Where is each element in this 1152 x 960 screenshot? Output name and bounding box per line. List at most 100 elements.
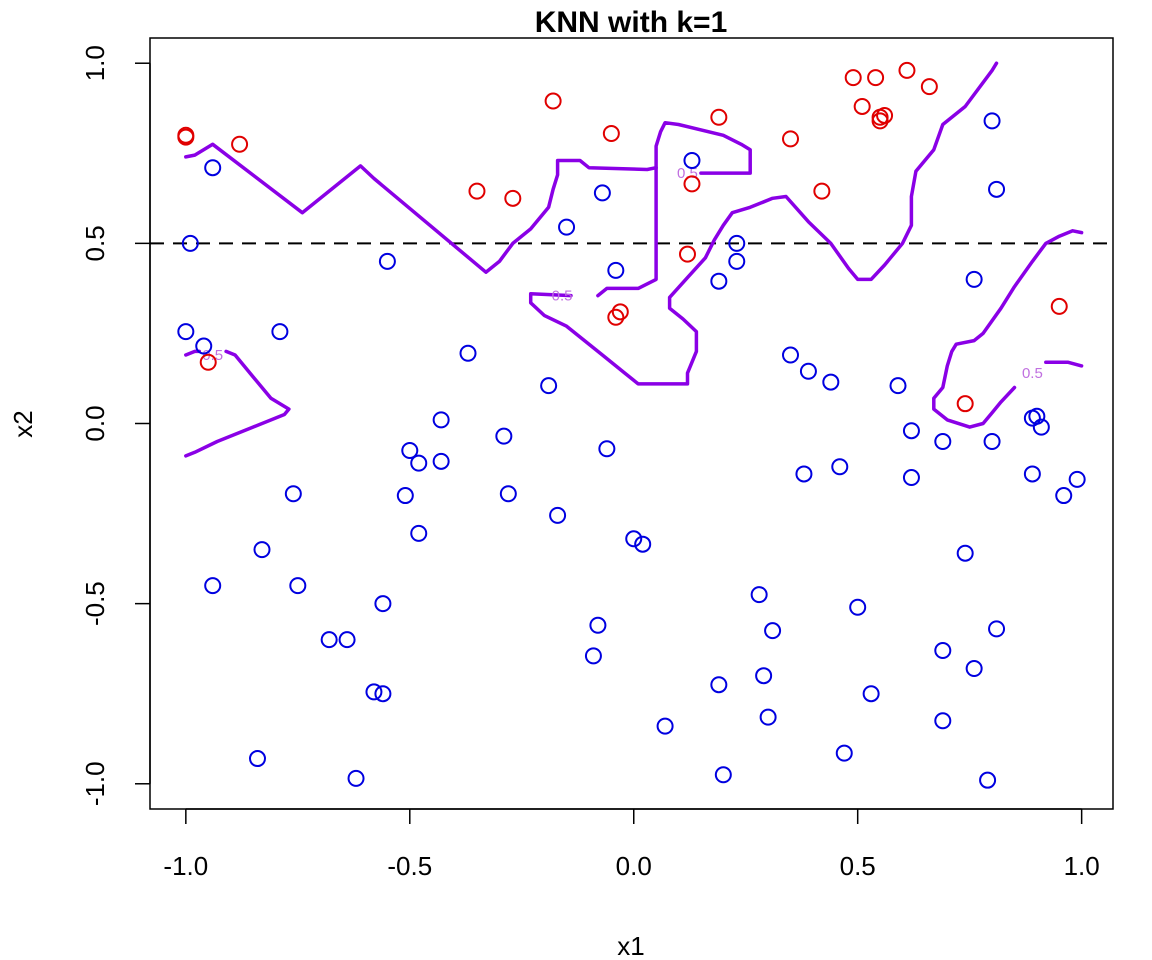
red-point [920,78,938,96]
blue-point [495,427,513,445]
boundary-segment [1044,360,1084,368]
blue-point [934,641,952,659]
red-point [710,108,728,126]
blue-point [728,252,746,270]
y-tick-label: 0.0 [80,405,110,441]
blue-point [338,631,356,649]
x-axis-label: x1 [617,931,644,960]
x-tick-label: -1.0 [163,851,208,881]
blue-point [728,234,746,252]
red-point [782,130,800,148]
red-point [602,124,620,142]
blue-point [374,685,392,703]
blue-point [204,159,222,177]
blue-point [549,506,567,524]
blue-point [759,708,777,726]
blue-point [410,524,428,542]
y-tick-label: 1.0 [80,45,110,81]
blue-point [634,535,652,553]
boundary-segment [184,142,658,274]
blue-point [289,577,307,595]
red-point [678,245,696,263]
blue-point [607,261,625,279]
blue-point [396,487,414,505]
blue-point [750,586,768,604]
red-point [683,175,701,193]
blue-point [365,683,383,701]
blue-point [889,377,907,395]
blue-point [795,465,813,483]
y-tick-label: 0.5 [80,225,110,261]
contour-label: 0.5 [1022,365,1043,382]
blue-point [625,530,643,548]
red-point [544,92,562,110]
red-point [853,97,871,115]
blue-point [934,712,952,730]
red-point [231,135,249,153]
blue-point [1055,487,1073,505]
red-point [898,61,916,79]
x-tick-label: 1.0 [1064,851,1100,881]
blue-point [782,346,800,364]
red-point [844,69,862,87]
blue-point [181,234,199,252]
blue-point [831,458,849,476]
blue-point [589,616,607,634]
blue-point [204,577,222,595]
blue-point [862,685,880,703]
blue-point [983,433,1001,451]
red-point [813,182,831,200]
x-axis: -1.0 -0.5 0.0 0.5 1.0 [163,808,1100,881]
blue-point [177,323,195,341]
blue-point [320,631,338,649]
blue-point [374,595,392,613]
blue-point [284,485,302,503]
red-point [504,189,522,207]
y-axis: -1.0 -0.5 0.0 0.5 1.0 [80,45,151,806]
blue-point [253,541,271,559]
blue-point [965,659,983,677]
red-point [199,353,217,371]
blue-point [710,272,728,290]
blue-point [683,151,701,169]
blue-point [540,377,558,395]
red-point [468,182,486,200]
blue-point [347,769,365,787]
blue-point [710,676,728,694]
blue-point [902,422,920,440]
blue-point [598,440,616,458]
boundary-segment [184,349,291,458]
red-point [956,395,974,413]
blue-point [822,373,840,391]
blue-point [593,184,611,202]
x-tick-label: 0.0 [616,851,652,881]
blue-point [764,622,782,640]
blue-point [499,485,517,503]
blue-point [849,598,867,616]
blue-point [1032,418,1050,436]
boundary-segment [932,229,1084,429]
blue-point [983,112,1001,130]
boundary-segment [528,61,999,386]
y-axis-label: x2 [8,410,38,437]
x-tick-label: 0.5 [840,851,876,881]
contour-label: 0.5 [552,288,573,305]
red-point [876,106,894,124]
blue-point [835,744,853,762]
blue-point [988,180,1006,198]
blue-point [714,766,732,784]
blue-point [401,442,419,460]
blue-point [755,667,773,685]
blue-point [799,362,817,380]
blue-point [195,337,213,355]
blue-point [378,252,396,270]
blue-point [410,454,428,472]
blue-point [902,469,920,487]
blue-point [1023,465,1041,483]
plot-frame [149,37,1114,810]
blue-point [956,544,974,562]
blue-point [1068,470,1086,488]
blue-point [979,771,997,789]
blue-point [934,433,952,451]
